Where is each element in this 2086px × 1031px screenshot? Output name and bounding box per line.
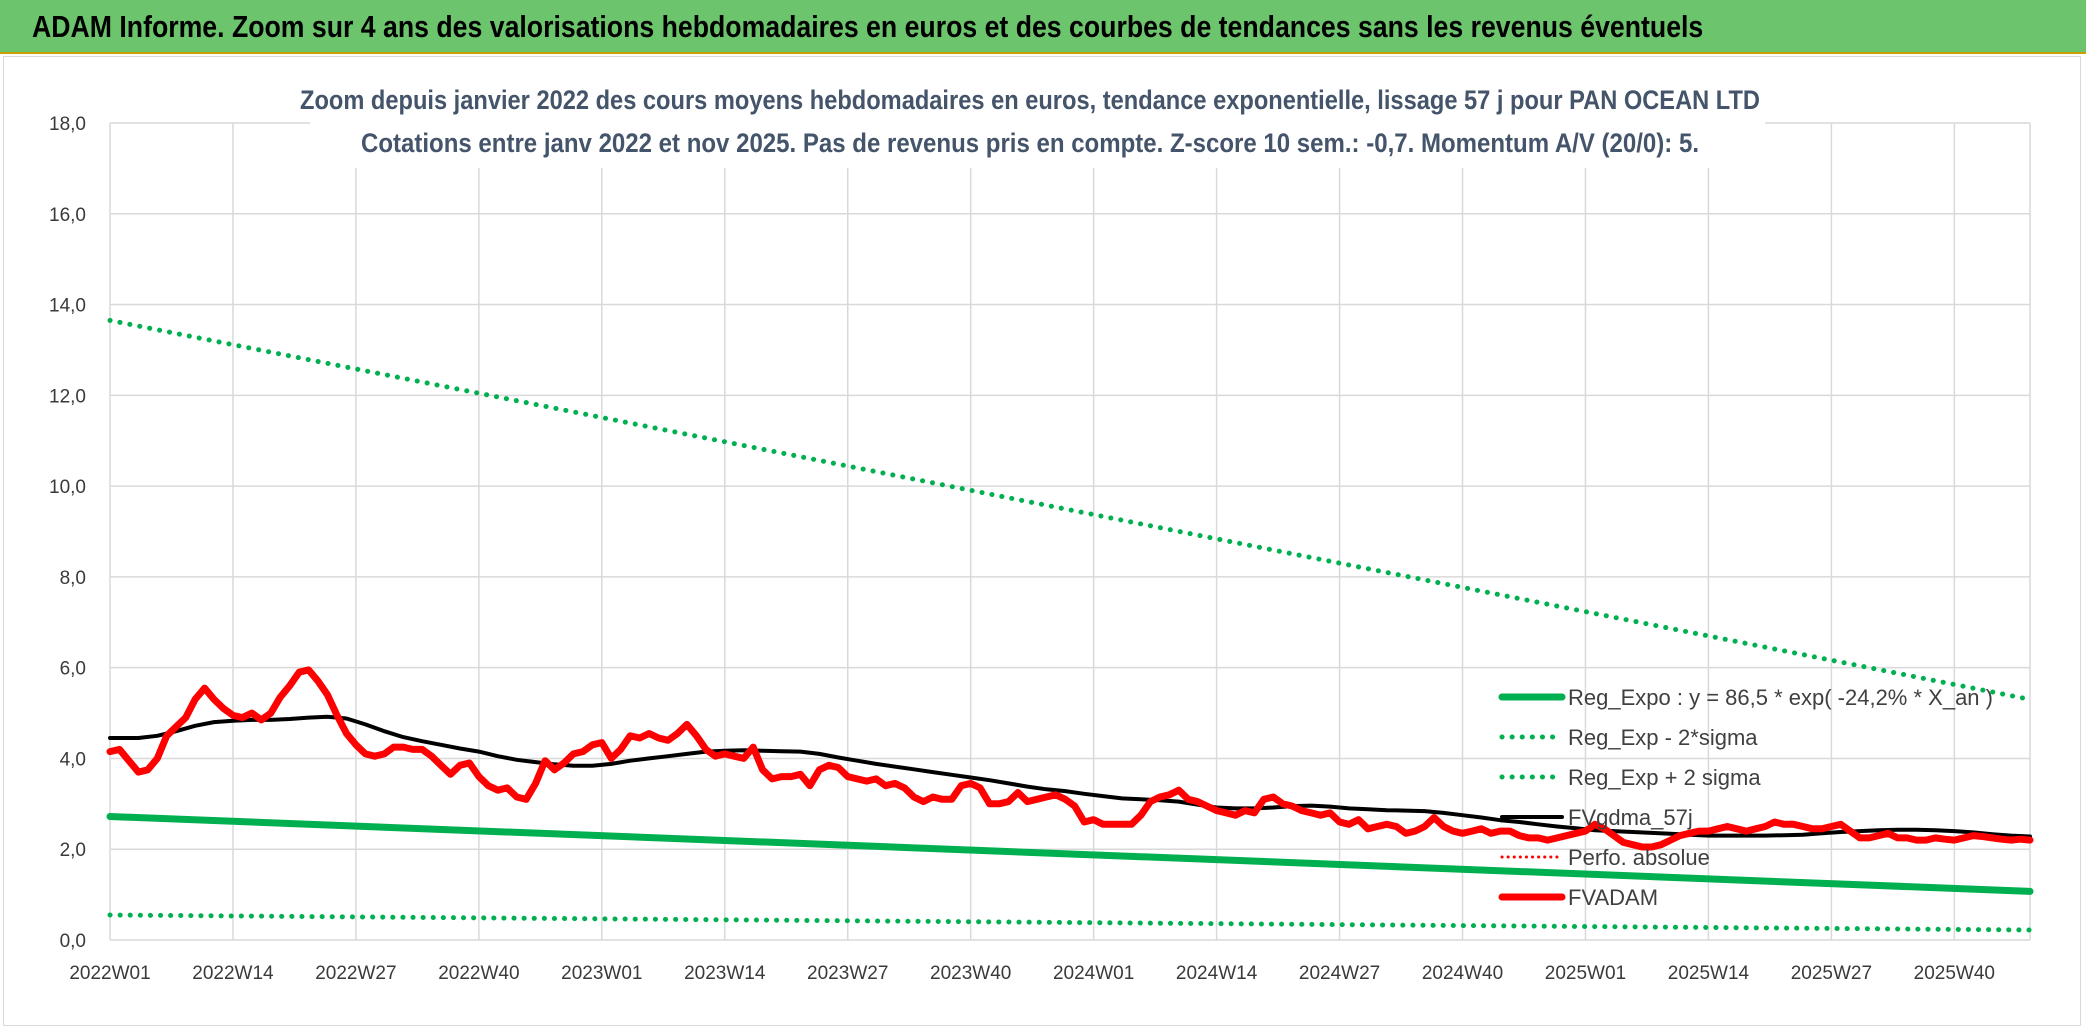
series-lines <box>106 317 2034 933</box>
y-tick-label: 4,0 <box>60 749 86 770</box>
chart-frame <box>3 56 2081 1026</box>
legend-label: Reg_Expo : y = 86,5 * exp( -24,2% * X_an… <box>1568 685 1993 710</box>
y-tick-label: 10,0 <box>49 477 86 498</box>
y-tick-label: 12,0 <box>49 386 86 407</box>
x-tick-label: 2022W27 <box>315 963 396 984</box>
y-tick-label: 2,0 <box>60 840 86 861</box>
x-tick-label: 2023W27 <box>807 963 888 984</box>
x-tick-label: 2025W01 <box>1545 963 1626 984</box>
x-tick-label: 2024W27 <box>1299 963 1380 984</box>
y-tick-label: 8,0 <box>60 568 86 589</box>
legend-label: Reg_Exp + 2 sigma <box>1568 765 1761 790</box>
y-tick-label: 16,0 <box>49 205 86 226</box>
y-tick-label: 6,0 <box>60 659 86 680</box>
series-line-fvadam <box>106 666 2034 851</box>
x-tick-label: 2022W01 <box>69 963 150 984</box>
series-line-fvgdma-57j <box>108 714 2032 839</box>
y-tick-label: 18,0 <box>49 114 86 135</box>
y-axis-ticks: 0,0 2,0 4,0 6,0 8,0 10,0 12,0 14,0 16,0 18,0 <box>49 114 86 952</box>
title-background <box>310 78 1765 168</box>
chart-title: Zoom depuis janvier 2022 des cours moyen… <box>300 85 1760 115</box>
series-line-reg-exp <box>107 317 2033 702</box>
legend-label: FVgdma_57j <box>1568 805 1693 830</box>
y-tick-label: 14,0 <box>49 296 86 317</box>
chart-subtitle: Cotations entre janv 2022 et nov 2025. P… <box>361 128 1699 158</box>
series-line-reg-exp <box>107 912 2033 933</box>
x-axis-ticks: 2022W01 2022W14 2022W27 2022W40 2023W01 2023W… <box>69 963 1995 984</box>
banner-title: ADAM Informe. Zoom sur 4 ans des valoris… <box>32 9 1704 44</box>
x-tick-label: 2025W40 <box>1914 963 1995 984</box>
legend-label: Perfo. absolue <box>1568 845 1710 870</box>
header-banner: ADAM Informe. Zoom sur 4 ans des valoris… <box>0 0 2086 54</box>
x-tick-label: 2024W01 <box>1053 963 1134 984</box>
x-tick-label: 2024W14 <box>1176 963 1258 984</box>
x-tick-label: 2022W14 <box>192 963 274 984</box>
x-tick-label: 2022W40 <box>438 963 519 984</box>
legend-label: Reg_Exp - 2*sigma <box>1568 725 1758 750</box>
legend-label: FVADAM <box>1568 885 1658 910</box>
x-tick-label: 2025W27 <box>1791 963 1872 984</box>
x-tick-label: 2024W40 <box>1422 963 1503 984</box>
series-line-reg-expo <box>106 813 2034 895</box>
x-tick-label: 2023W40 <box>930 963 1011 984</box>
grid <box>109 122 2031 941</box>
legend: Reg_Expo : y = 86,5 * exp( -24,2% * X_an… <box>1498 685 1993 910</box>
x-tick-label: 2023W01 <box>561 963 642 984</box>
y-tick-label: 0,0 <box>60 931 86 952</box>
x-tick-label: 2023W14 <box>684 963 766 984</box>
x-tick-label: 2025W14 <box>1668 963 1750 984</box>
